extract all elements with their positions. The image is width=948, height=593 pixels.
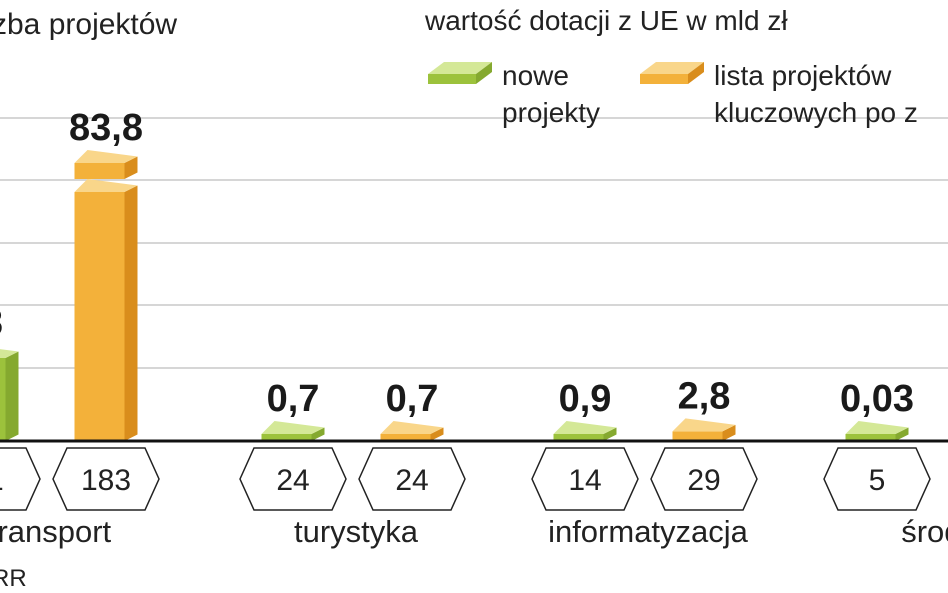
bar-lista-projektów-kluczowych-po-z-turystyka	[380, 421, 444, 441]
legend-label-new-1: nowe	[502, 60, 569, 91]
bar-nowe-projekty-informatyzacja	[553, 421, 617, 441]
count-label: 14	[568, 464, 601, 497]
count-label: 5	[869, 464, 886, 497]
bar-nowe-projekty-transport	[0, 349, 19, 441]
data-label: 2,8	[678, 375, 731, 417]
count-badge: 14	[531, 447, 639, 511]
category-label-środo: środo	[901, 514, 948, 549]
bar-nowe-projekty-środo	[845, 421, 909, 441]
value-axis-label: wartość dotacji z UE w mld zł	[424, 5, 788, 36]
count-badge: 183	[52, 447, 160, 511]
count-badge: 24	[358, 447, 466, 511]
category-label-informatyzacja: informatyzacja	[548, 514, 749, 549]
count-badge: 21	[0, 447, 41, 511]
category-label-transport: transport	[0, 514, 112, 549]
category-label-turystyka: turystyka	[294, 514, 419, 549]
data-label: 0,7	[267, 378, 320, 420]
legend: nowe projekty lista projektów kluczowych…	[428, 60, 918, 128]
count-label: 29	[687, 464, 720, 497]
count-badge: 29	[650, 447, 758, 511]
bar-lista-projektów-kluczowych-po-z-informatyzacja	[672, 418, 736, 441]
legend-label-key-2: kluczowych po z	[714, 97, 918, 128]
count-label: 24	[395, 464, 428, 497]
count-badge: 5	[823, 447, 931, 511]
count-label: 21	[0, 464, 4, 497]
count-badge: 24	[239, 447, 347, 511]
count-label: 183	[81, 464, 131, 497]
bar-nowe-projekty-turystyka	[261, 421, 325, 441]
gridlines	[0, 117, 948, 369]
source-label: RR	[0, 565, 27, 592]
bars: ,8 0,7 0,9 0,03 83,8 0,7 2,8	[0, 107, 914, 441]
data-label: 0,03	[840, 378, 914, 420]
category-labels: transport turystyka informatyzacja środo	[0, 514, 948, 549]
data-label: 0,7	[386, 378, 439, 420]
legend-label-key-1: lista projektów	[714, 60, 892, 91]
legend-swatch-lista-projektow	[640, 62, 704, 84]
legend-label-new-2: projekty	[502, 97, 600, 128]
data-label: 0,9	[559, 378, 612, 420]
bar-cap	[74, 150, 138, 179]
data-label: ,8	[0, 302, 3, 344]
count-badges: 21 24 14 5 183 24 29	[0, 447, 931, 511]
legend-swatch-nowe-projekty	[428, 62, 492, 84]
count-axis-label: zba projektów	[0, 8, 177, 41]
bar-lista-projektów-kluczowych-po-z-transport	[74, 179, 138, 441]
count-label: 24	[276, 464, 309, 497]
data-label: 83,8	[69, 107, 143, 149]
